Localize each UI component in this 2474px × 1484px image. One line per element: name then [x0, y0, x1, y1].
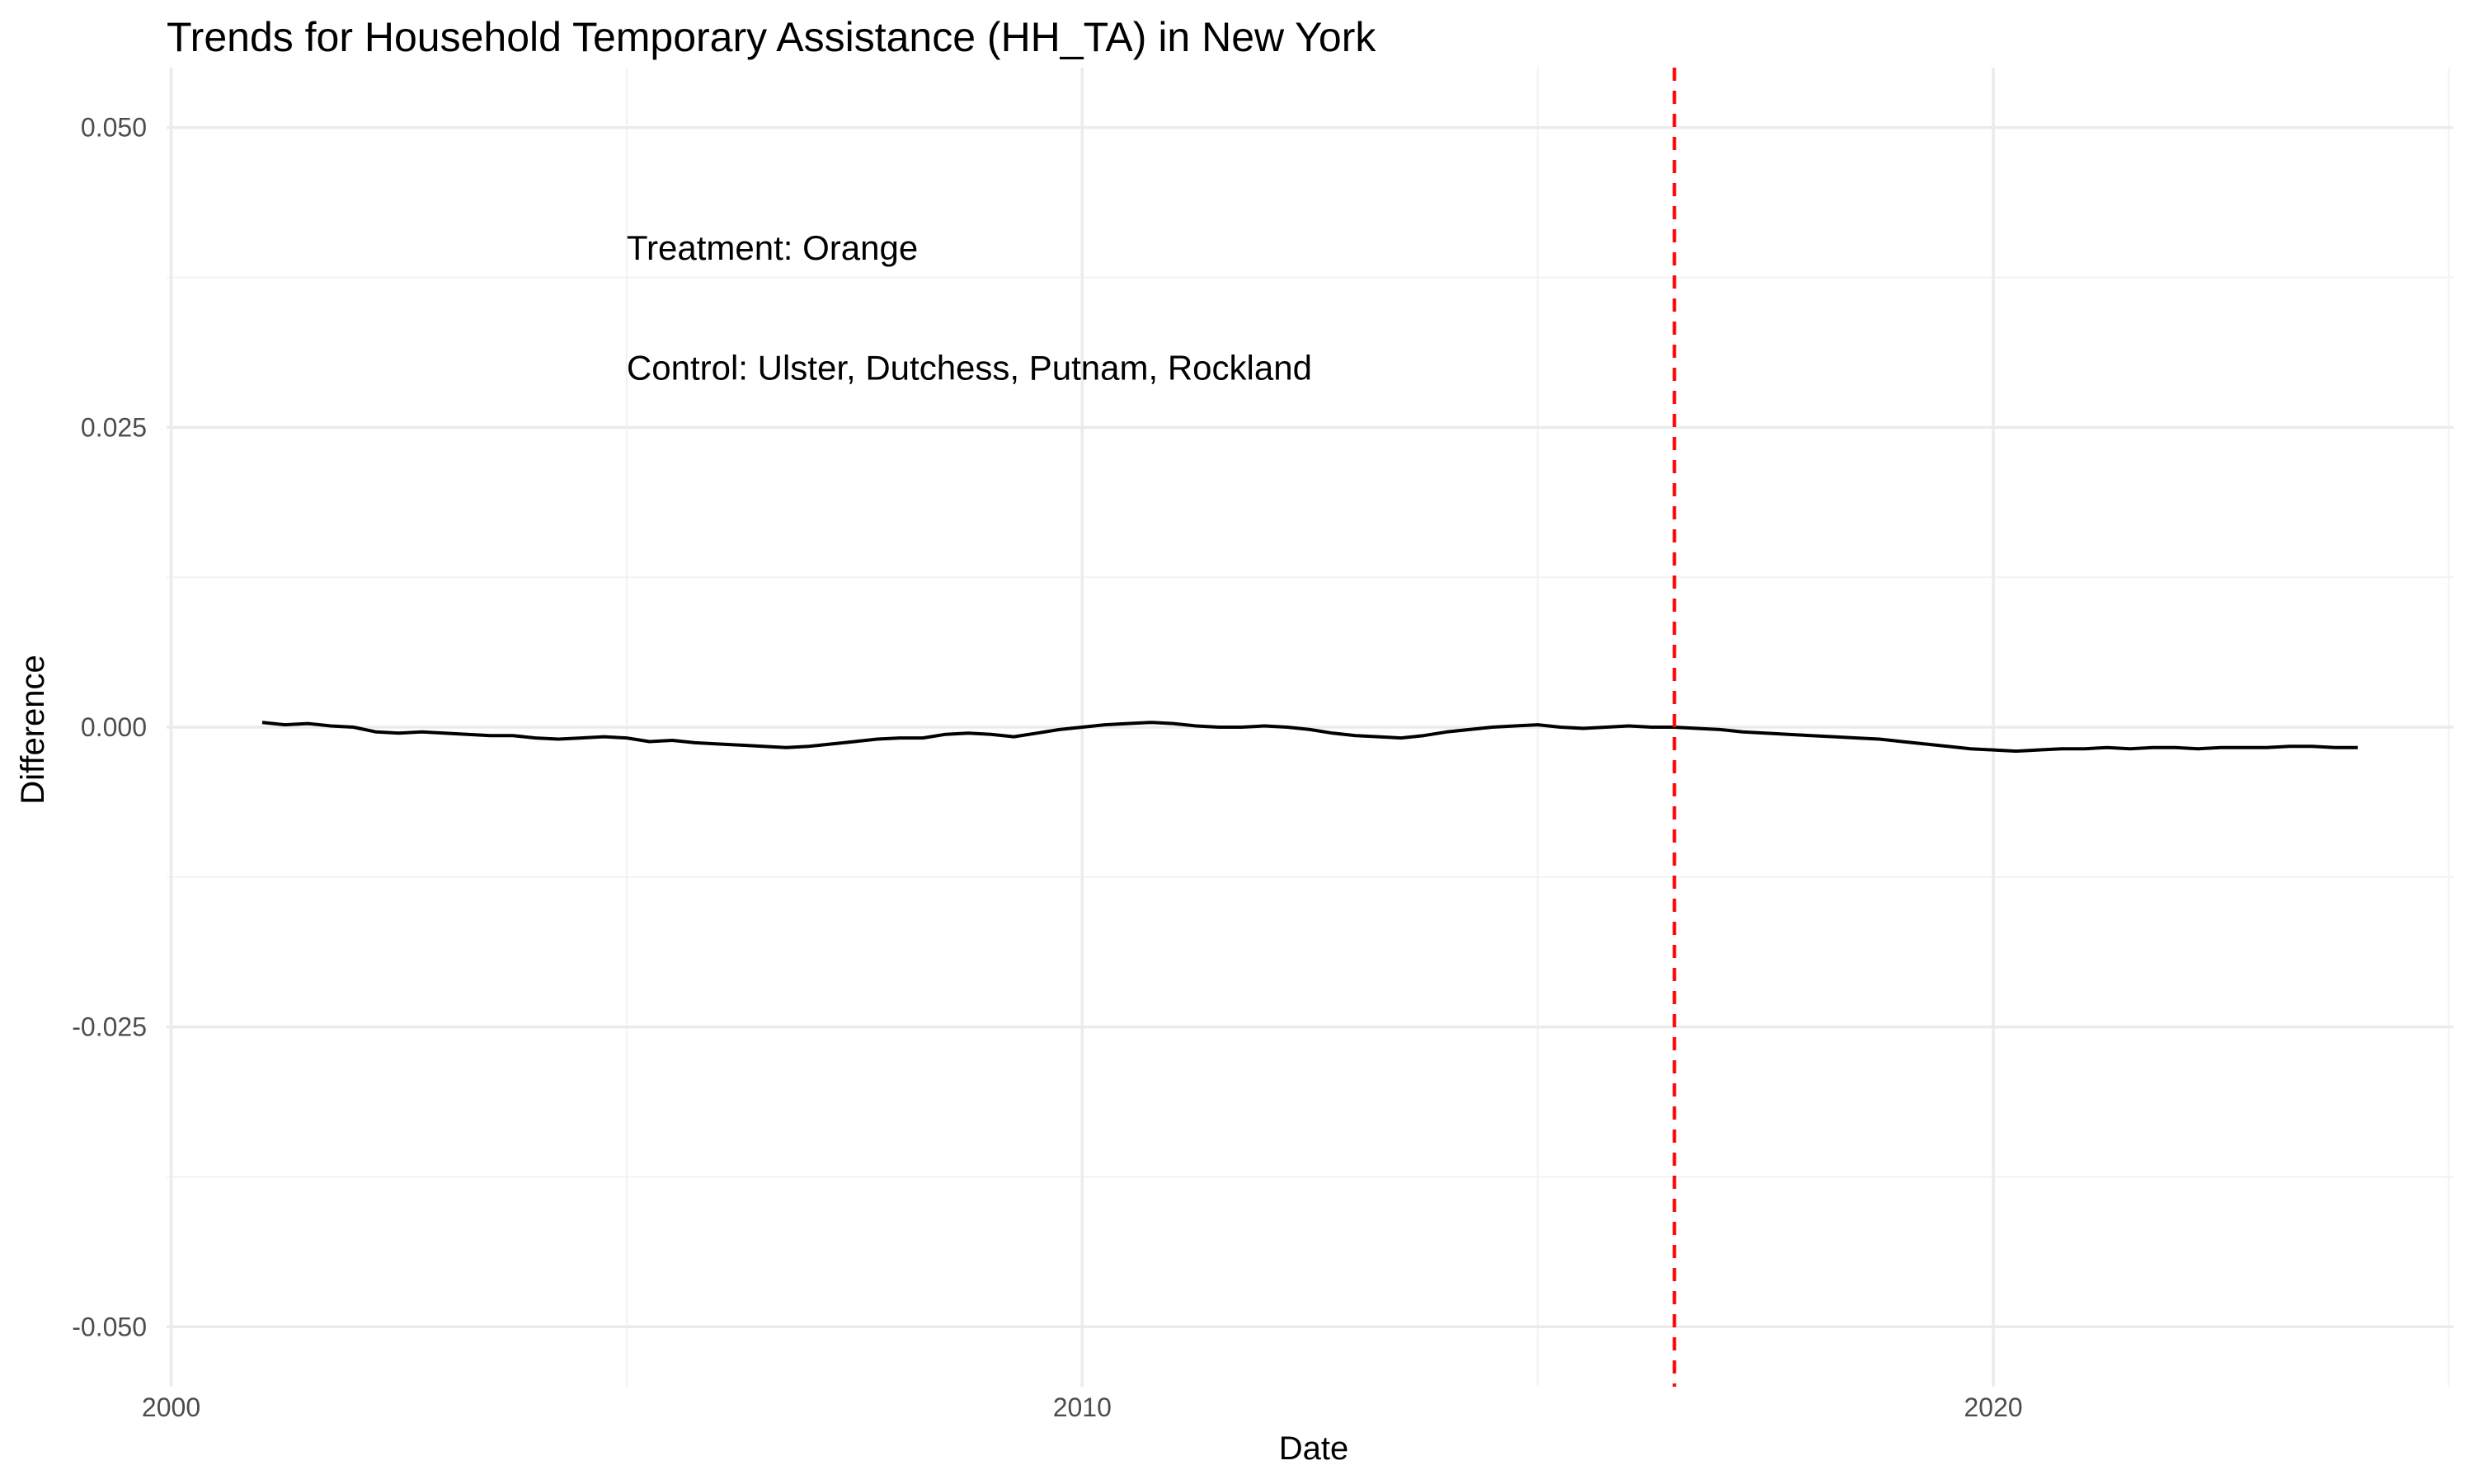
x-tick-label: 2010 [1053, 1392, 1112, 1422]
y-tick-label: 0.000 [81, 712, 147, 742]
tick-label-layer: 2000 2010 2020 -0.050 -0.025 0.000 0.025 0.050 [72, 113, 2022, 1422]
annotation-text: Control: Ulster, Dutchess, Putnam, Rockl… [627, 349, 1312, 387]
minor-gridlines [167, 68, 2453, 1387]
series-layer [261, 721, 2358, 754]
x-tick-label: 2020 [1964, 1392, 2022, 1422]
major-gridlines [167, 68, 2453, 1387]
series-line [261, 721, 2358, 754]
y-tick-label: -0.050 [72, 1312, 147, 1341]
annotation-text: Treatment: Orange [627, 228, 918, 267]
y-tick-label: -0.025 [72, 1012, 147, 1042]
y-tick-label: 0.050 [81, 113, 147, 143]
x-tick-label: 2000 [142, 1392, 200, 1422]
y-axis-title: Difference [15, 655, 51, 805]
y-tick-label: 0.025 [81, 412, 147, 442]
chart-title: Trends for Household Temporary Assistanc… [167, 14, 1376, 60]
x-axis-title: Date [1279, 1430, 1349, 1467]
annotation-layer: Treatment: Orange Control: Ulster, Dutche… [627, 228, 1312, 387]
